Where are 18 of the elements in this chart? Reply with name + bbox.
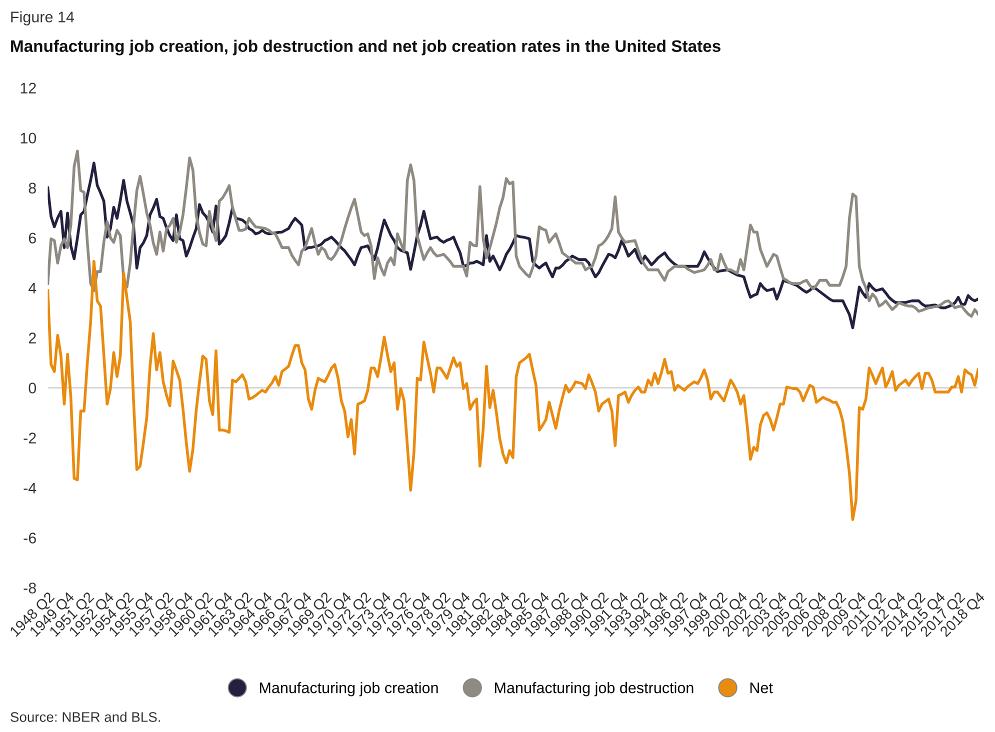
y-tick-label: 6	[28, 232, 36, 244]
y-tick-label: 12	[20, 82, 36, 94]
y-tick-label: -8	[24, 582, 36, 594]
legend-label: Net	[750, 682, 773, 694]
y-tick-label: 8	[28, 182, 36, 194]
caption: Figure 14	[11, 11, 74, 26]
legend-label: Manufacturing job creation	[260, 682, 438, 696]
y-tick-label: 4	[28, 282, 36, 294]
y-tick-label: -2	[24, 432, 36, 444]
y-tick-label: 10	[20, 132, 36, 144]
y-tick-label: 0	[28, 382, 36, 394]
y-tick-label: 2	[28, 332, 36, 344]
line-series	[48, 260, 978, 521]
y-tick-label: -4	[24, 482, 36, 494]
y-tick-label: -6	[24, 532, 36, 544]
chart-title: Manufacturing job creation, job destruction and net job creation rates in the United States	[11, 40, 720, 56]
legend-label: Manufacturing job destruction	[495, 682, 694, 696]
source-note: Source: NBER and BLS.	[10, 712, 160, 722]
